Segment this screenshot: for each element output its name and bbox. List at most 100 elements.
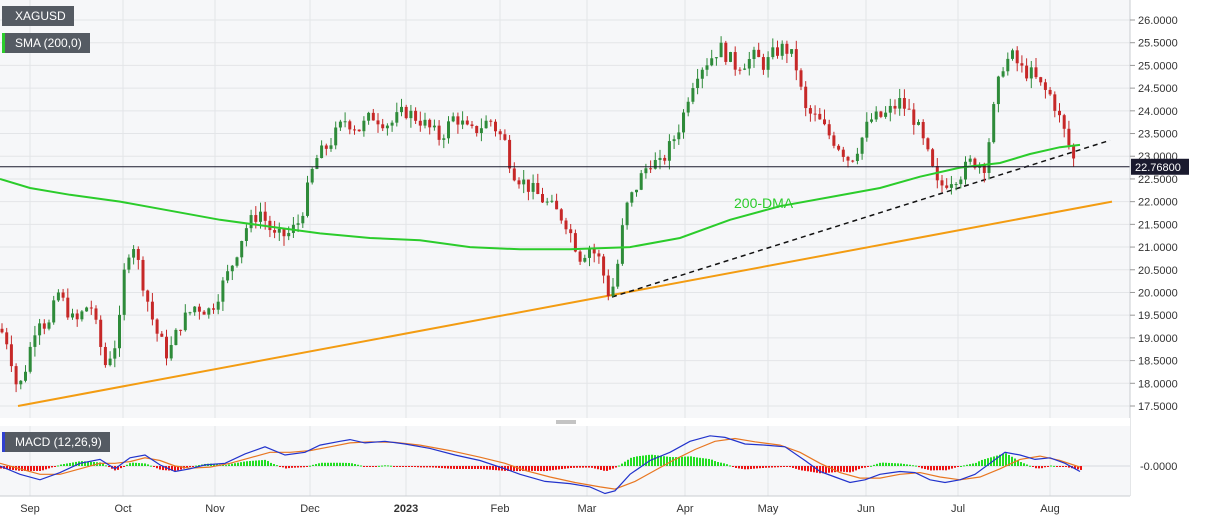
macd-hist-bar: [753, 466, 755, 469]
macd-hist-bar: [1017, 460, 1019, 466]
candle-body: [884, 112, 888, 117]
candle-body: [691, 88, 695, 102]
macd-hist-bar: [54, 466, 56, 467]
macd-hist-bar: [345, 462, 347, 466]
macd-hist-bar: [483, 466, 485, 470]
candle-body: [371, 112, 375, 121]
sma-indicator-label[interactable]: SMA (200,0): [2, 33, 90, 53]
macd-hist-bar: [771, 466, 773, 468]
x-tick-label: Sep: [20, 503, 40, 515]
macd-hist-bar: [144, 463, 146, 466]
candle-body: [926, 138, 930, 150]
macd-hist-bar: [438, 466, 440, 468]
candle-body: [118, 314, 121, 349]
macd-hist-bar: [720, 462, 722, 466]
macd-hist-bar: [312, 464, 314, 466]
candle-body: [667, 141, 671, 161]
macd-hist-bar: [828, 466, 830, 473]
macd-hist-bar: [969, 464, 971, 466]
macd-hist-bar: [348, 462, 350, 466]
candle-body: [259, 211, 262, 222]
candle-body: [761, 57, 765, 70]
candle-body: [165, 336, 168, 359]
candle-body: [343, 121, 347, 123]
macd-hist-bar: [66, 463, 68, 466]
candle-body: [400, 106, 403, 113]
candle-body: [823, 119, 826, 125]
candle-body: [921, 121, 925, 139]
candle-body: [757, 49, 761, 58]
macd-hist-bar: [768, 466, 770, 468]
macd-hist-bar: [1023, 463, 1025, 466]
candle-body: [315, 158, 319, 169]
macd-indicator-label[interactable]: MACD (12,26,9): [2, 432, 110, 452]
macd-hist-bar: [282, 466, 284, 468]
candle-body: [550, 200, 554, 202]
macd-hist-bar: [810, 466, 812, 472]
candle-body: [155, 319, 159, 334]
macd-hist-bar: [894, 463, 896, 466]
macd-hist-bar: [888, 462, 890, 466]
candle-body: [912, 109, 916, 125]
macd-hist-bar: [735, 466, 737, 468]
macd-hist-bar: [303, 466, 305, 468]
macd-hist-bar: [129, 463, 131, 466]
pane-separator[interactable]: [0, 418, 1130, 426]
macd-hist-bar: [681, 456, 683, 466]
candle-body: [630, 192, 634, 203]
current-price-value: 22.76800: [1135, 162, 1181, 174]
candle-body: [277, 228, 281, 233]
macd-hist-bar: [849, 466, 851, 473]
candle-body: [658, 157, 662, 160]
macd-hist-bar: [405, 466, 407, 467]
macd-hist-bar: [159, 466, 161, 470]
macd-hist-bar: [45, 466, 47, 470]
candle-body: [479, 128, 483, 134]
candle-body: [738, 69, 742, 71]
macd-hist-bar: [933, 466, 935, 471]
candle-body: [437, 125, 441, 140]
macd-hist-bar: [495, 466, 497, 471]
macd-hist-bar: [243, 461, 245, 466]
macd-hist-bar: [912, 465, 914, 467]
macd-hist-bar: [696, 457, 698, 466]
macd-hist-bar: [435, 466, 437, 468]
candle-body: [719, 42, 723, 58]
macd-hist-bar: [1068, 466, 1070, 468]
pane-resize-handle-icon[interactable]: [556, 420, 576, 424]
macd-hist-bar: [801, 466, 803, 471]
candle-body: [893, 105, 897, 109]
macd-hist-bar: [474, 466, 476, 469]
macd-hist-bar: [396, 466, 398, 467]
macd-hist-bar: [291, 466, 293, 468]
macd-hist-bar: [150, 465, 152, 467]
macd-hist-bar: [951, 466, 953, 469]
candle-body: [174, 329, 178, 346]
candle-body: [207, 308, 211, 315]
candle-body: [5, 332, 9, 345]
candle-body: [592, 248, 596, 254]
symbol-label[interactable]: XAGUSD: [2, 6, 74, 26]
macd-hist-bar: [717, 461, 719, 466]
candle-body: [865, 121, 869, 138]
macd-hist-bar: [309, 465, 311, 467]
candle-body: [1034, 67, 1038, 78]
candle-body: [982, 165, 986, 173]
candle-body: [870, 119, 873, 122]
macd-hist-bar: [285, 466, 287, 469]
macd-hist-bar: [444, 466, 446, 469]
macd-hist-bar: [705, 458, 707, 466]
candle-body: [451, 116, 455, 122]
candle-body: [287, 232, 291, 237]
macd-hist-bar: [153, 466, 155, 467]
candle-body: [602, 256, 606, 276]
macd-hist-bar: [69, 462, 71, 466]
macd-hist-bar: [51, 466, 53, 468]
candle-body: [578, 251, 582, 262]
candle-body: [949, 184, 953, 188]
candle-body: [38, 323, 42, 336]
annotation-200dma: 200-DMA: [734, 195, 794, 211]
candle-body: [841, 149, 845, 157]
macd-hist-bar: [1035, 466, 1037, 469]
